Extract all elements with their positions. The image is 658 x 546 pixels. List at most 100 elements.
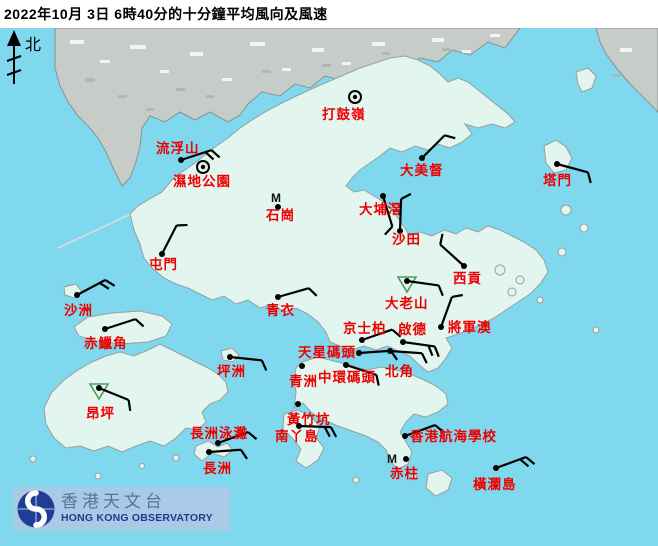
station-waglan-island: 橫瀾島 xyxy=(473,456,536,492)
wind-barb-feather xyxy=(427,345,434,357)
station-cheung-chau: 長洲 xyxy=(203,448,248,476)
wind-barb-shaft xyxy=(229,355,262,362)
station-label: 塔門 xyxy=(543,172,572,188)
wind-barb-shaft xyxy=(208,448,241,454)
station-label: 大美督 xyxy=(400,162,444,178)
station-lamma-island: 南丫島 xyxy=(275,423,338,444)
wind-barb-shaft xyxy=(277,287,310,299)
station-label: 流浮山 xyxy=(156,140,200,156)
station-sha-chau: 沙洲 xyxy=(64,279,116,318)
station-dot xyxy=(299,363,305,369)
station-label: 石崗 xyxy=(265,207,295,223)
no-data-m-marker: M xyxy=(271,191,281,205)
station-label: 北角 xyxy=(385,363,414,379)
station-sha-tin: 沙田 xyxy=(392,192,421,247)
station-ngong-ping: 昂坪 xyxy=(86,383,132,421)
station-ta-kwu-ling: 打鼓嶺 xyxy=(322,90,366,122)
station-label: 天星碼頭 xyxy=(298,345,356,360)
station-label: 昂坪 xyxy=(86,406,115,421)
wind-barb-feather xyxy=(586,171,592,184)
station-label: 青衣 xyxy=(266,302,295,318)
wind-barb-shaft xyxy=(421,134,446,159)
station-label: 長洲泳灘 xyxy=(190,425,248,441)
station-tseung-kwan-o: 將軍澳 xyxy=(438,293,491,335)
wind-barb-shaft xyxy=(217,431,249,445)
calm-wind-icon xyxy=(196,160,210,174)
station-tsing-yi: 青衣 xyxy=(266,287,318,318)
station-tai-po-kau: 大埔滘 xyxy=(359,193,403,236)
station-dot xyxy=(352,94,358,100)
wind-barb-shaft xyxy=(389,349,422,355)
station-chek-lap-kok: 赤鱲角 xyxy=(84,318,145,351)
station-kai-tak: 啟德 xyxy=(398,321,440,358)
hko-logo-english: HONG KONG OBSERVATORY xyxy=(61,512,213,525)
wind-barb-shaft xyxy=(298,424,332,429)
station-label: 橫瀾島 xyxy=(473,476,517,492)
wind-barb-feather xyxy=(434,424,445,433)
page-title: 2022年10月 3日 6時40分的十分鐘平均風向及風速 xyxy=(4,6,328,22)
hill-station-triangle-icon xyxy=(396,276,418,294)
station-stanley: M赤柱 xyxy=(387,452,418,481)
wind-barb-feather xyxy=(134,318,145,328)
station-label: 京士柏 xyxy=(343,320,387,336)
north-arrow: 北 xyxy=(6,30,41,84)
north-label: 北 xyxy=(25,36,41,54)
station-tuen-mun: 屯門 xyxy=(149,223,188,272)
wind-barb-shaft xyxy=(398,198,403,232)
station-label: 坪洲 xyxy=(217,364,246,379)
station-peng-chau: 坪洲 xyxy=(217,354,268,379)
wind-barb-feather xyxy=(204,151,215,161)
hko-logo-icon xyxy=(17,490,55,528)
station-star-ferry: 天星碼頭 xyxy=(298,345,398,361)
station-label: 沙洲 xyxy=(64,303,93,318)
wind-barb-shaft xyxy=(345,363,377,376)
wind-barb-shaft xyxy=(556,162,589,174)
wind-barb-feather xyxy=(260,359,268,371)
station-tap-mun: 塔門 xyxy=(543,161,592,188)
wind-barb-feather xyxy=(247,431,258,440)
wind-barb-feather xyxy=(375,374,380,386)
wind-barb-shaft xyxy=(98,386,130,402)
wind-barb-feather xyxy=(420,352,428,364)
station-lau-fau-shan: 流浮山 xyxy=(156,140,221,163)
hill-station-triangle-icon xyxy=(88,383,110,401)
station-hk-sea-school: 香港航海學校 xyxy=(402,424,497,444)
station-central-pier: 中環碼頭 xyxy=(318,362,380,386)
station-label: 大埔滘 xyxy=(359,201,403,217)
station-label: 大老山 xyxy=(385,295,429,311)
station-north-point: 北角 xyxy=(385,348,428,379)
station-label: 沙田 xyxy=(392,232,421,247)
hko-logo: 香港天文台 HONG KONG OBSERVATORY xyxy=(13,487,230,531)
station-label: 黃竹坑 xyxy=(286,411,331,427)
wind-barb-feather xyxy=(437,285,444,297)
station-label: 濕地公園 xyxy=(173,173,231,189)
station-dot xyxy=(275,204,281,210)
wind-barb-shaft xyxy=(358,349,391,355)
hko-logo-chinese: 香港天文台 xyxy=(61,492,166,512)
station-green-island: 青洲 xyxy=(289,363,318,389)
wind-barb-shaft xyxy=(161,224,178,255)
station-sai-kung: 西貢 xyxy=(439,233,481,286)
station-label: 屯門 xyxy=(149,256,178,272)
wind-barb-feather xyxy=(240,449,248,460)
station-tates-cairn: 大老山 xyxy=(385,276,444,311)
wind-barb-feather xyxy=(451,293,463,299)
station-label: 赤鱲角 xyxy=(84,335,128,351)
station-label: 青洲 xyxy=(289,373,318,389)
station-label: 中環碼頭 xyxy=(318,369,376,385)
station-label: 打鼓嶺 xyxy=(322,106,366,122)
station-dot xyxy=(200,164,206,170)
wind-barb-feather xyxy=(384,225,394,236)
wind-barb-shaft xyxy=(361,328,393,342)
wind-barb-feather xyxy=(104,279,116,287)
wind-barb-feather xyxy=(99,282,110,290)
station-label: 香港航海學校 xyxy=(409,428,497,444)
wind-barb-feather xyxy=(210,149,221,159)
wind-barb-feather xyxy=(127,399,132,412)
hongkong-landmass xyxy=(29,55,600,497)
wind-barb-feather xyxy=(330,426,338,438)
station-cheung-chau-beach: 長洲泳灘 xyxy=(190,425,258,446)
wind-barb-shaft xyxy=(406,279,439,287)
